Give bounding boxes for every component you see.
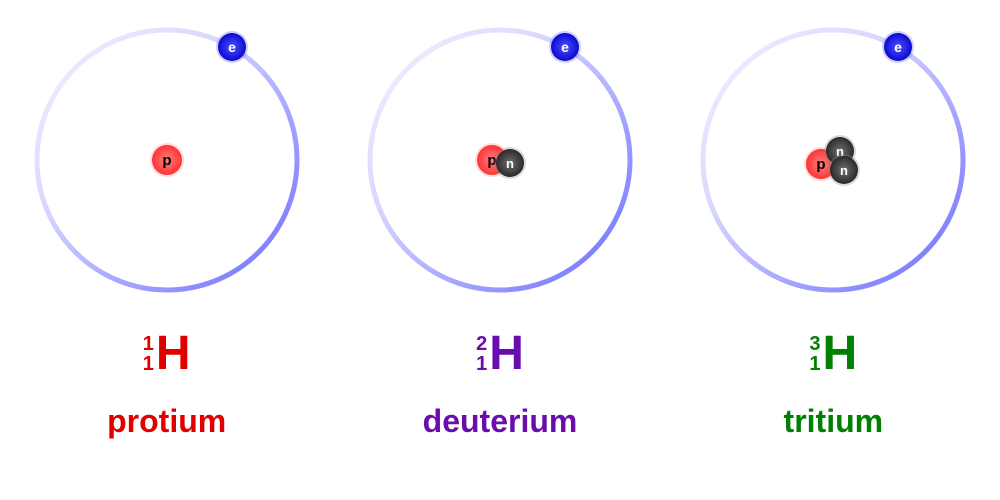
neutron-label: n [506, 156, 514, 171]
element-symbol: H [156, 330, 191, 378]
isotope-row: p e 1 1 H protium [0, 0, 1000, 440]
isotope-name: protium [107, 403, 226, 440]
mass-number: 3 [809, 334, 820, 354]
atomic-number: 1 [143, 354, 154, 374]
element-symbol: H [489, 330, 524, 378]
electron: e [549, 31, 581, 63]
atom-diagram-tritium: p n n e [683, 10, 983, 310]
electron-label: e [561, 39, 569, 55]
isotope-deuterium: p n e 2 1 H deuterium [340, 10, 660, 440]
neutron: n [828, 154, 860, 186]
isotope-notation-tritium: 3 1 H [809, 330, 857, 378]
atom-diagram-protium: p e [17, 10, 317, 310]
proton-label: p [817, 156, 826, 173]
electron: e [216, 31, 248, 63]
isotope-notation-protium: 1 1 H [143, 330, 191, 378]
neutron-label: n [840, 163, 848, 178]
element-symbol: H [823, 330, 858, 378]
mass-number: 1 [143, 334, 154, 354]
neutron: n [494, 147, 526, 179]
isotope-notation-deuterium: 2 1 H [476, 330, 524, 378]
isotope-name: tritium [784, 403, 884, 440]
isotope-protium: p e 1 1 H protium [7, 10, 327, 440]
proton-label: p [162, 152, 171, 169]
mass-number: 2 [476, 334, 487, 354]
isotope-name: deuterium [423, 403, 578, 440]
atom-diagram-deuterium: p n e [350, 10, 650, 310]
proton: p [150, 143, 184, 177]
electron: e [882, 31, 914, 63]
atomic-number: 1 [809, 354, 820, 374]
electron-label: e [894, 39, 902, 55]
isotope-tritium: p n n e 3 1 H trit [673, 10, 993, 440]
electron-label: e [228, 39, 236, 55]
atomic-number: 1 [476, 354, 487, 374]
